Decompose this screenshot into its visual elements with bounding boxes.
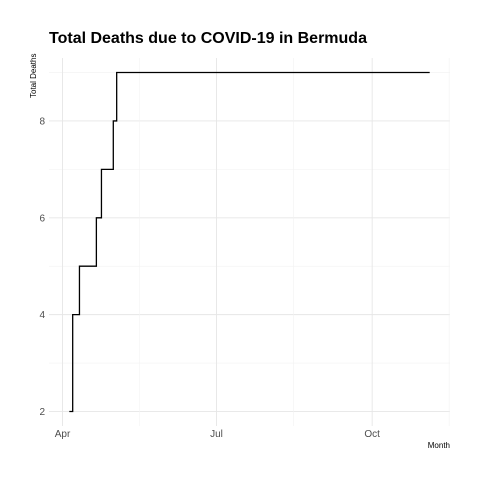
y-axis-label: Total Deaths xyxy=(29,54,38,98)
series-line xyxy=(69,71,430,413)
grid xyxy=(49,58,450,426)
x-axis-ticks: Apr Jul Oct xyxy=(55,429,380,440)
y-tick-label: 4 xyxy=(39,310,45,321)
y-tick-label: 6 xyxy=(39,213,45,224)
x-tick-label: Jul xyxy=(210,429,223,440)
x-axis-label: Month xyxy=(428,441,450,450)
x-tick-label: Oct xyxy=(364,429,380,440)
x-tick-label: Apr xyxy=(55,429,71,440)
chart-title: Total Deaths due to COVID-19 in Bermuda xyxy=(49,30,367,47)
y-tick-label: 8 xyxy=(39,116,45,127)
series-layer xyxy=(69,71,430,413)
y-axis-ticks: 2 4 6 8 xyxy=(39,116,45,418)
y-tick-label: 2 xyxy=(39,407,45,418)
